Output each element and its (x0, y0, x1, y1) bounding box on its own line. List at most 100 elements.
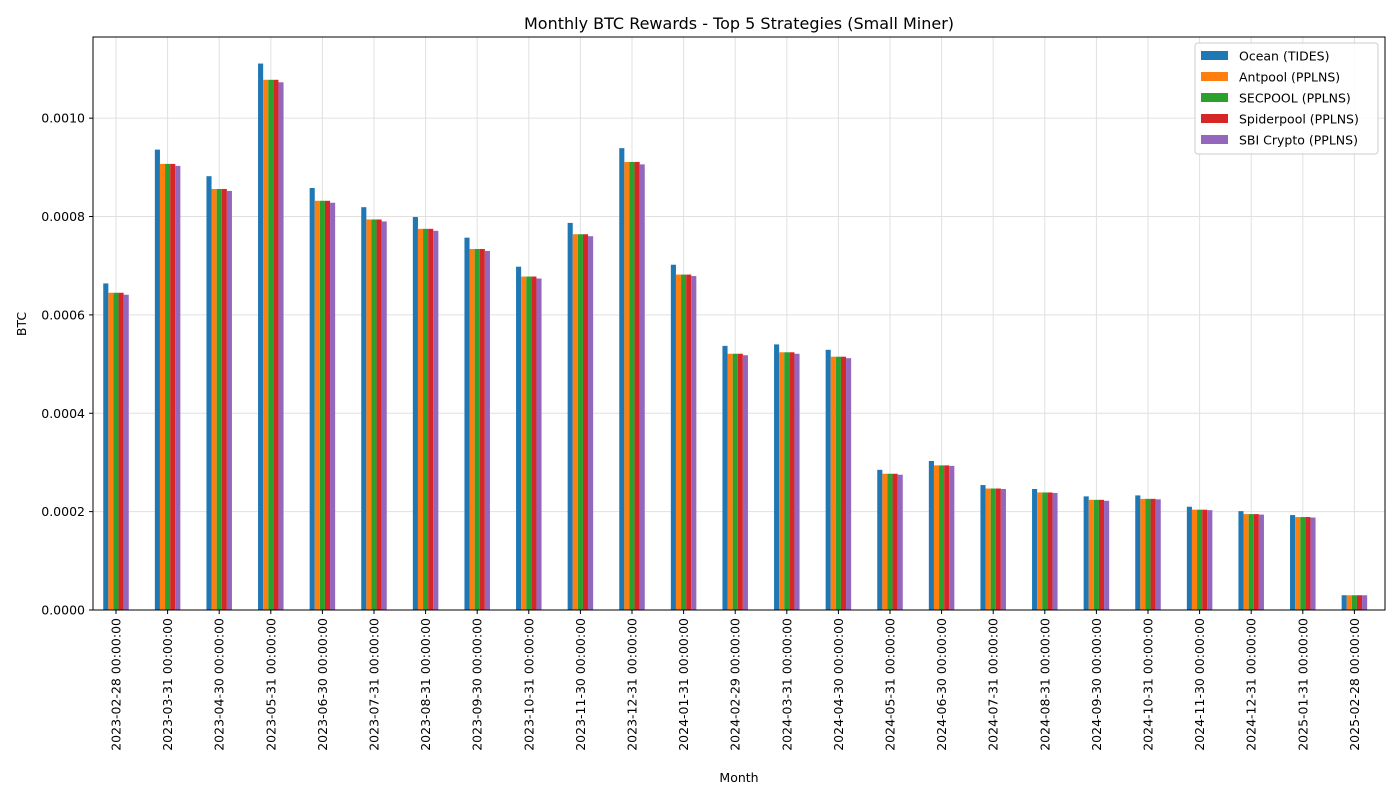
x-tick-label: 2024-05-31 00:00:00 (883, 618, 898, 751)
bar (376, 219, 382, 611)
bar (877, 469, 883, 610)
bar (944, 465, 950, 610)
bar (1104, 500, 1110, 610)
bar (588, 236, 594, 610)
bar (774, 344, 780, 610)
x-tick-label: 2024-02-29 00:00:00 (728, 618, 743, 751)
bar (1135, 495, 1141, 610)
bar (1042, 492, 1048, 610)
bar (985, 488, 991, 610)
legend-label: Ocean (TIDES) (1239, 49, 1330, 64)
plot-frame (92, 36, 1386, 611)
bar (928, 460, 934, 610)
bar (840, 356, 847, 610)
bar (1310, 517, 1316, 610)
bar (1300, 517, 1306, 610)
bar (1145, 498, 1151, 610)
bar (1083, 496, 1089, 610)
bar (897, 474, 903, 610)
bar (1238, 511, 1244, 610)
bar (412, 217, 418, 611)
bar (278, 82, 284, 611)
bar (479, 248, 485, 610)
bar (1088, 499, 1094, 610)
legend-swatch (1201, 135, 1228, 144)
y-tick-label: 0.0002 (41, 504, 85, 519)
bar (1356, 595, 1363, 610)
bar (371, 219, 377, 611)
bar (154, 149, 160, 610)
x-tick-label: 2024-03-31 00:00:00 (779, 618, 794, 751)
bar (165, 163, 171, 611)
bar (670, 264, 676, 610)
bar (1186, 506, 1192, 610)
bar (258, 63, 264, 611)
bar (1032, 489, 1038, 610)
bar (1197, 509, 1203, 610)
y-tick-label: 0.0004 (41, 406, 85, 421)
x-tick-label: 2024-01-31 00:00:00 (676, 618, 691, 751)
x-tick-label: 2024-08-31 00:00:00 (1037, 618, 1052, 751)
bar (1362, 595, 1368, 610)
bar (737, 353, 743, 610)
bar (639, 164, 645, 610)
bar (366, 219, 372, 611)
bars (103, 63, 1368, 611)
bar (381, 221, 387, 610)
legend-label: SBI Crypto (PPLNS) (1239, 133, 1358, 148)
bar (825, 349, 831, 610)
bar (742, 355, 748, 610)
bar (324, 200, 331, 610)
bar (892, 473, 898, 610)
bar (226, 190, 232, 610)
legend-swatch (1201, 72, 1228, 81)
bar (933, 465, 940, 610)
x-tick-label: 2024-09-30 00:00:00 (1089, 618, 1104, 751)
bar (1150, 498, 1156, 610)
bar (1191, 509, 1198, 610)
bar (123, 294, 129, 610)
y-tick-label: 0.0010 (41, 111, 85, 126)
bar (1253, 514, 1259, 610)
bar (1305, 517, 1311, 610)
x-axis-label: Month (719, 770, 758, 785)
x-tick-label: 2023-11-30 00:00:00 (573, 618, 588, 751)
legend-label: Spiderpool (PPLNS) (1239, 112, 1359, 127)
bar (521, 276, 527, 610)
bar (516, 266, 522, 610)
bar (582, 234, 589, 610)
bar (175, 165, 181, 610)
y-axis-label: BTC (14, 312, 29, 336)
bar (263, 79, 269, 611)
x-tick-label: 2023-06-30 00:00:00 (315, 618, 330, 751)
bar (1202, 509, 1208, 610)
legend-swatch (1201, 114, 1228, 123)
bar (469, 248, 475, 610)
bar (794, 353, 800, 610)
axes: 0.0000 0.0002 0.0004 0.0006 0.0008 0.0010 2023… (41, 36, 1386, 751)
bar (216, 188, 222, 610)
bar (108, 292, 114, 610)
bar (830, 356, 836, 610)
x-tick-label: 2023-09-30 00:00:00 (470, 618, 485, 751)
bar (417, 228, 424, 610)
y-tick-label: 0.0006 (41, 307, 85, 322)
bar (309, 187, 315, 610)
x-tick-label: 2024-12-31 00:00:00 (1244, 618, 1259, 751)
bar (681, 274, 687, 610)
bar (990, 488, 996, 610)
bar (103, 283, 109, 610)
bar (577, 234, 583, 610)
bar (474, 248, 480, 610)
x-tick-label: 2025-01-31 00:00:00 (1295, 618, 1310, 751)
bar (536, 278, 542, 610)
legend-label: Antpool (PPLNS) (1239, 70, 1340, 85)
bar (732, 353, 738, 610)
bar (319, 200, 325, 610)
bar (572, 234, 578, 610)
x-tick-label: 2024-06-30 00:00:00 (934, 618, 949, 751)
bar (113, 292, 119, 610)
bar (1098, 499, 1105, 610)
bar (170, 163, 176, 611)
